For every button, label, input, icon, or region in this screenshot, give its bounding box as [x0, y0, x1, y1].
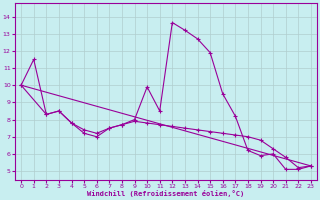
X-axis label: Windchill (Refroidissement éolien,°C): Windchill (Refroidissement éolien,°C)	[87, 190, 245, 197]
